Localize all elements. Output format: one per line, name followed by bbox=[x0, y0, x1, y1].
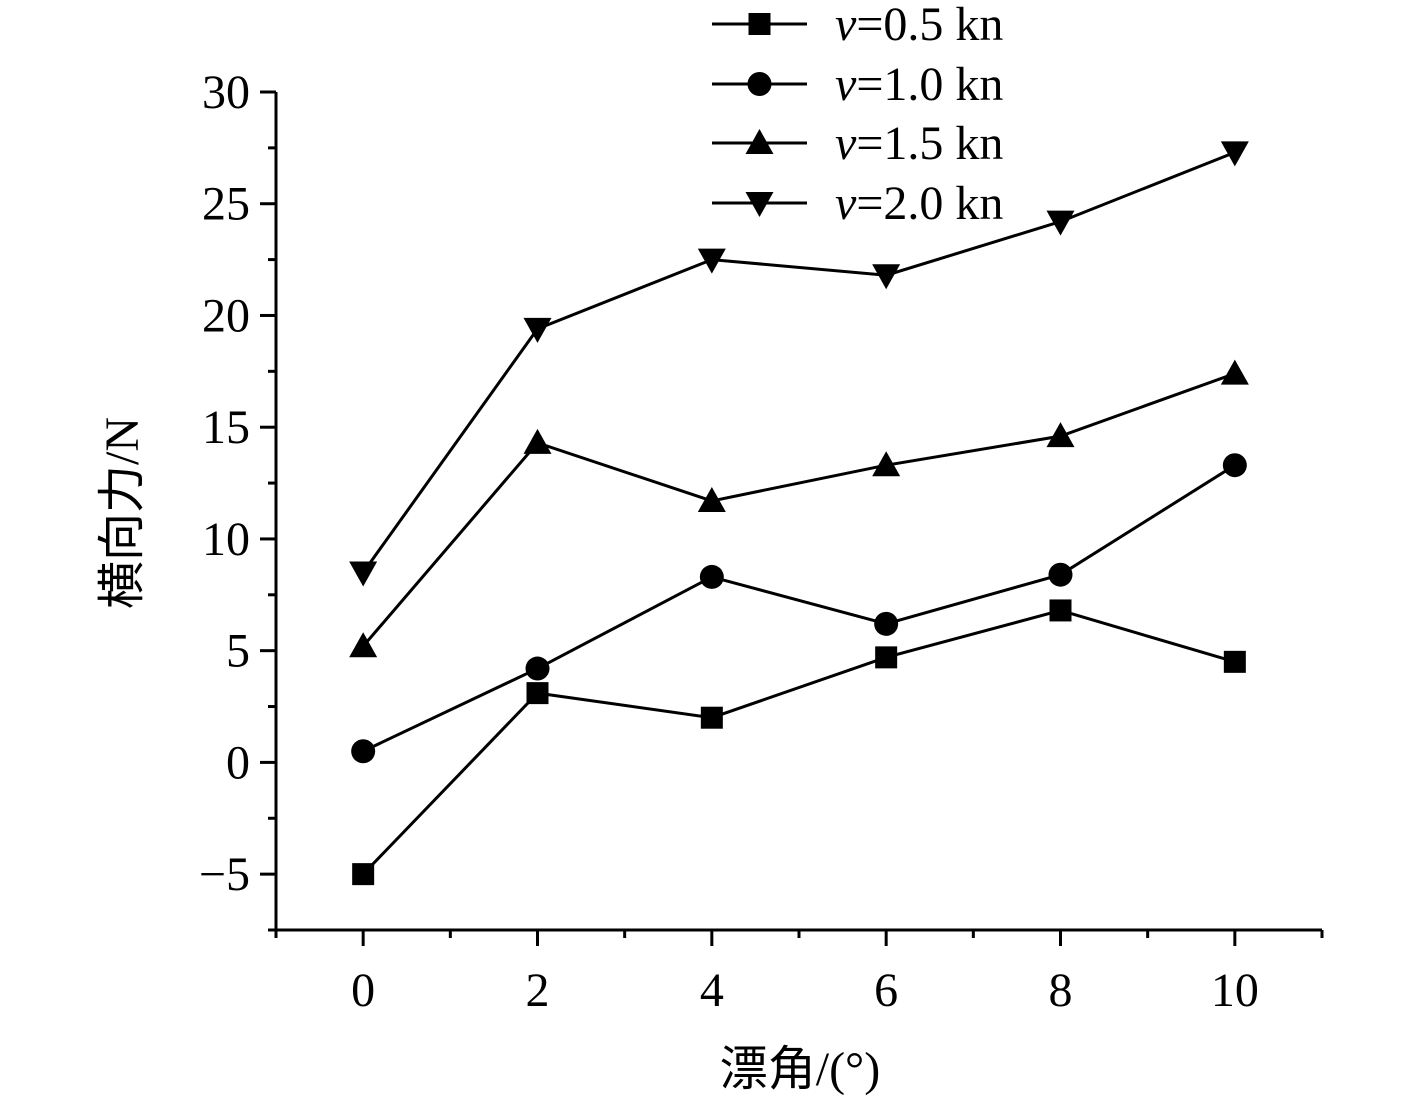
legend-label: v=2.0 kn bbox=[835, 177, 1003, 230]
legend-entry-3: v=1.5 kn bbox=[712, 117, 1003, 170]
data-point bbox=[875, 646, 898, 669]
x-axis-title: 漂角/(°) bbox=[720, 1043, 881, 1096]
data-point bbox=[1220, 359, 1249, 385]
data-point bbox=[523, 317, 552, 343]
y-tick-label: 15 bbox=[202, 401, 250, 454]
legend: v=0.5 kn v=1.0 kn v=1.5 kn v=2.0 kn bbox=[712, 0, 1003, 230]
x-tick-label: 2 bbox=[526, 964, 550, 1017]
legend-entry-4: v=2.0 kn bbox=[712, 177, 1003, 230]
x-tick-label: 4 bbox=[700, 964, 724, 1017]
data-point bbox=[872, 264, 901, 290]
legend-marker bbox=[748, 13, 771, 35]
data-point bbox=[349, 632, 378, 658]
series-layer bbox=[349, 141, 1249, 886]
data-point bbox=[351, 739, 376, 764]
data-point bbox=[525, 656, 550, 681]
data-point bbox=[1049, 599, 1072, 622]
data-point bbox=[1046, 210, 1075, 236]
y-axis-title: 横向力/N bbox=[96, 417, 149, 609]
x-tick-label: 0 bbox=[351, 964, 375, 1017]
y-tick-label: 25 bbox=[202, 178, 250, 231]
y-tick-label: −5 bbox=[199, 848, 250, 901]
data-point bbox=[697, 486, 726, 512]
series-4 bbox=[349, 141, 1249, 587]
series-line bbox=[362, 608, 1236, 876]
data-point bbox=[874, 611, 899, 636]
data-point bbox=[1048, 562, 1073, 587]
data-point bbox=[699, 564, 724, 589]
legend-marker bbox=[745, 129, 774, 154]
legend-marker bbox=[745, 192, 774, 217]
data-point bbox=[352, 863, 375, 886]
y-tick-label: 30 bbox=[202, 66, 250, 119]
data-point bbox=[1222, 453, 1247, 478]
data-point bbox=[523, 428, 552, 454]
data-point bbox=[1046, 422, 1075, 448]
data-point bbox=[1223, 650, 1246, 673]
legend-label: v=0.5 kn bbox=[835, 0, 1003, 51]
data-point bbox=[697, 248, 726, 274]
series-2 bbox=[351, 453, 1247, 764]
legend-entry-2: v=1.0 kn bbox=[712, 58, 1003, 111]
x-tick-label: 6 bbox=[874, 964, 898, 1017]
data-point bbox=[349, 561, 378, 587]
data-point bbox=[526, 682, 549, 705]
legend-label: v=1.0 kn bbox=[835, 58, 1003, 111]
y-tick-label: 10 bbox=[202, 513, 250, 566]
y-tick-label: 5 bbox=[226, 625, 250, 678]
legend-label: v=1.5 kn bbox=[835, 117, 1003, 170]
x-tick-label: 10 bbox=[1211, 964, 1259, 1017]
data-point bbox=[1220, 141, 1249, 167]
series-line bbox=[362, 463, 1236, 753]
series-line bbox=[361, 150, 1236, 574]
axes: −5 0 5 10 15 20 25 30 0 2 4 6 8 10 bbox=[199, 66, 1324, 1017]
series-1 bbox=[352, 599, 1246, 886]
y-tick-label: 0 bbox=[226, 736, 250, 789]
series-3 bbox=[349, 359, 1249, 658]
data-point bbox=[872, 451, 901, 477]
y-tick-label: 20 bbox=[202, 289, 250, 342]
data-point bbox=[700, 706, 723, 729]
series-line bbox=[362, 372, 1236, 648]
x-tick-label: 8 bbox=[1049, 964, 1073, 1017]
legend-entry-1: v=0.5 kn bbox=[712, 0, 1003, 51]
legend-marker bbox=[747, 72, 772, 96]
